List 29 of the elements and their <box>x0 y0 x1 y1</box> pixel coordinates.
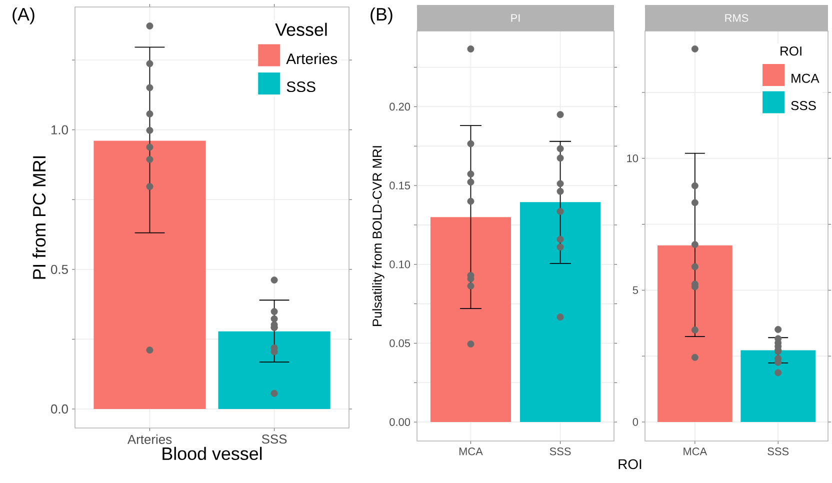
x-tick-label: MCA <box>684 448 708 456</box>
y-tick-label: 0.10 <box>390 260 410 268</box>
y-tick-label: 0.5 <box>50 264 68 274</box>
legend-title: Vessel <box>275 22 327 36</box>
y-tick-label: 0 <box>632 418 638 426</box>
y-tick-label: 0.20 <box>390 102 410 111</box>
x-tick-label: SSS <box>550 448 571 456</box>
y-tick-label: 0.15 <box>390 182 410 190</box>
legend-label: MCA <box>792 74 820 83</box>
y-tick-label: 10 <box>627 154 638 162</box>
chart-title: RMS <box>725 14 748 22</box>
legend-title: ROI <box>780 46 802 56</box>
legend-label: SSS <box>791 100 816 110</box>
chart-title: PI <box>511 14 520 22</box>
y-tick-label: 1.0 <box>51 125 68 134</box>
x-tick-label: MCA <box>459 448 483 456</box>
x-axis-title: ROI <box>618 459 642 470</box>
legend-label: Arteries <box>286 53 338 64</box>
y-tick-label: 0.00 <box>390 418 410 426</box>
y-tick-label: 5 <box>632 286 638 294</box>
y-tick-label: 0.05 <box>390 339 410 348</box>
text: (B) <box>370 8 392 24</box>
y-axis-title: PI from PC MRI <box>32 156 46 279</box>
text: (A) <box>12 8 34 24</box>
legend-label: SSS <box>286 81 316 92</box>
x-tick-label: SSS <box>768 448 789 456</box>
y-axis-title: Pulsatility from BOLD-CVR MRI <box>372 146 384 326</box>
x-axis-title: Blood vessel <box>162 446 262 460</box>
y-tick-label: 0.0 <box>50 404 68 414</box>
